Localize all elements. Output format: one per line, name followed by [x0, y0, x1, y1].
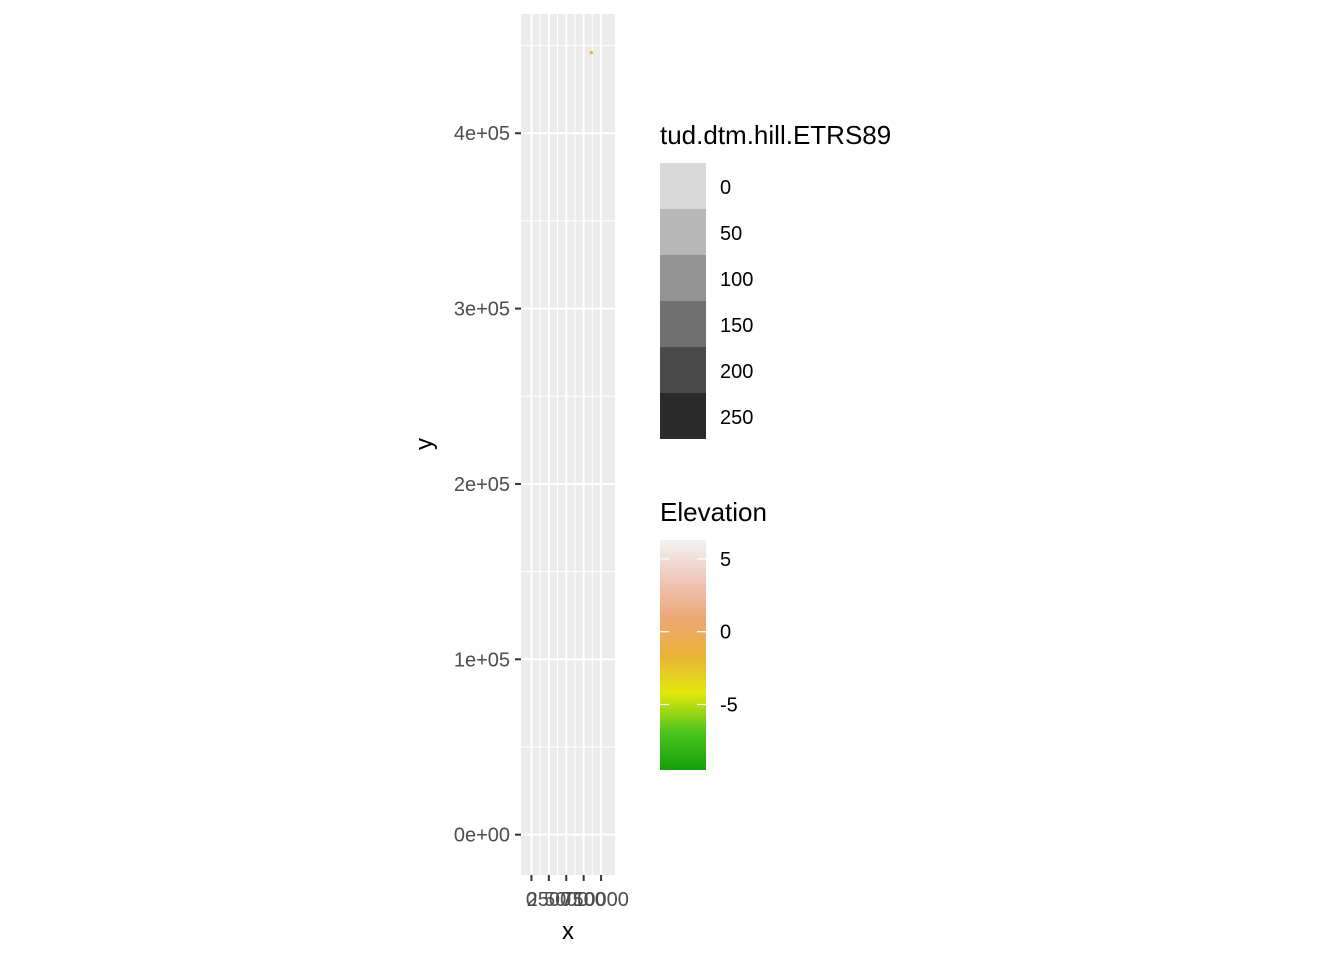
x-axis-tick-label: 10000: [573, 889, 629, 911]
x-axis-tick-label: 2500: [527, 889, 572, 911]
legend-hillshade-title: tud.dtm.hill.ETRS89: [660, 120, 891, 150]
legend-elevation-breaks: 5 0 -5: [660, 549, 738, 716]
minor-gridlines-y: [521, 45, 615, 748]
legend-hillshade: tud.dtm.hill.ETRS89 0 50 100 150 200 250: [660, 120, 891, 439]
legend-colorbar-label: 0: [720, 622, 731, 644]
plot-panel: [521, 14, 615, 875]
legend-elevation: Elevation 5 0 -5: [660, 497, 767, 770]
legend-key-label: 250: [720, 407, 753, 429]
x-axis-tick-label: 7500: [561, 889, 606, 911]
legend-key-label: 150: [720, 315, 753, 337]
raster-layer: [589, 51, 593, 55]
y-axis-tick-label: 3e+05: [454, 299, 510, 321]
legend-elevation-colorbar: [660, 540, 706, 770]
legend-key-label: 50: [720, 223, 742, 245]
major-gridlines-x: [530, 14, 603, 875]
y-axis-tick-label: 0e+00: [454, 825, 510, 847]
legend-key-label: 100: [720, 269, 753, 291]
legend-key-label: 0: [720, 177, 731, 199]
legend-key-swatch: [660, 255, 706, 301]
major-gridlines-y: [521, 132, 615, 836]
minor-gridlines-x: [539, 14, 593, 875]
legend-key-swatch: [660, 209, 706, 255]
legend-hillshade-keys: 0 50 100 150 200 250: [660, 163, 753, 439]
data-point: [589, 51, 593, 55]
legend-key-swatch: [660, 393, 706, 439]
legend-key-label: 200: [720, 361, 753, 383]
legend-key-swatch: [660, 301, 706, 347]
x-axis-tick-label: 5000: [544, 889, 589, 911]
y-axis-title: y: [411, 438, 438, 450]
legend-key-swatch: [660, 347, 706, 393]
y-axis-tick-label: 2e+05: [454, 474, 510, 496]
legend-colorbar-label: 5: [720, 549, 731, 571]
x-axis-tick-label: 0: [526, 889, 537, 911]
y-axis-tick-label: 1e+05: [454, 649, 510, 671]
legend-elevation-title: Elevation: [660, 497, 767, 527]
legend-key-swatch: [660, 163, 706, 209]
y-axis: 0e+00 1e+05 2e+05 3e+05 4e+05: [454, 123, 521, 847]
x-axis-title: x: [562, 918, 574, 945]
legend-colorbar-label: -5: [720, 694, 738, 716]
y-axis-tick-label: 4e+05: [454, 123, 510, 145]
